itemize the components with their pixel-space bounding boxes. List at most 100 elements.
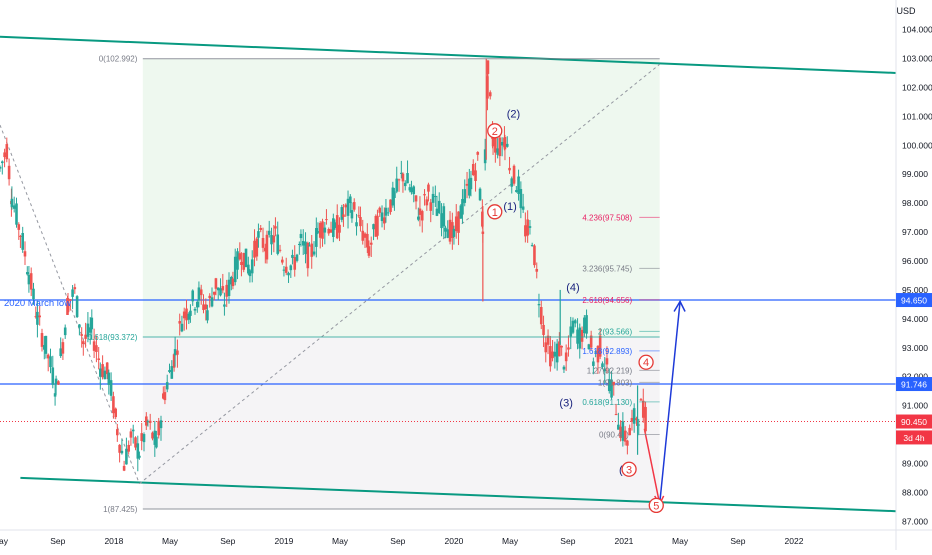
price-tag-label: 90.450	[901, 417, 927, 427]
candle-body	[560, 345, 563, 348]
candle-body	[42, 345, 46, 350]
candle-body	[214, 278, 218, 289]
candle-body	[40, 333, 44, 347]
candle-body	[73, 287, 77, 290]
candle-body	[282, 269, 286, 271]
candle-body	[376, 215, 379, 236]
candle-body	[44, 335, 48, 354]
candle-body	[605, 358, 609, 365]
candle-body	[103, 370, 107, 380]
y-tick-label: 97.000	[902, 227, 928, 237]
y-tick-label: 87.000	[902, 516, 928, 526]
x-tick-label: Sep	[730, 536, 745, 546]
fib-label: 0.618(91.130)	[582, 398, 632, 407]
candle-body	[244, 248, 248, 268]
candle-body	[583, 317, 586, 334]
candle-body	[230, 276, 233, 285]
candle-body	[264, 247, 267, 252]
candle-body	[146, 421, 150, 423]
candle-body	[109, 380, 113, 396]
wave-label: 4	[643, 357, 649, 369]
candle-body	[301, 240, 305, 246]
wave-circle	[621, 461, 637, 477]
candle-body	[542, 324, 545, 335]
candle-body	[393, 191, 396, 198]
candle-body	[59, 348, 62, 357]
candle-body	[498, 137, 502, 157]
candle-body	[488, 92, 492, 97]
candle-body	[3, 152, 6, 158]
x-tick-label: May	[332, 536, 349, 546]
currency-label: USD	[896, 6, 916, 16]
candle-body	[423, 194, 426, 196]
x-tick-label: May	[672, 536, 689, 546]
candle-body	[630, 417, 634, 422]
y-tick-label: 92.000	[902, 372, 928, 382]
candle-body	[628, 427, 631, 436]
candle-body	[431, 193, 435, 203]
wave-label: (1)	[503, 201, 516, 213]
candle-body	[204, 304, 208, 310]
candle-body	[299, 233, 303, 239]
candle-body	[446, 229, 450, 238]
candle-body	[553, 351, 557, 357]
candle-body	[340, 207, 344, 220]
candle-body	[25, 272, 29, 275]
price-tag-bg	[896, 414, 932, 429]
candle-body	[187, 313, 191, 320]
candle-body	[21, 232, 24, 250]
candle-body	[304, 241, 307, 255]
candle-body	[448, 219, 452, 242]
candle-body	[500, 141, 504, 146]
candle-body	[142, 434, 146, 443]
x-tick-label: 2018	[104, 536, 123, 546]
candle-body	[578, 327, 582, 349]
candle-body	[338, 224, 341, 233]
candle-body	[533, 245, 536, 266]
candle-body	[546, 335, 550, 345]
candle-body	[344, 204, 348, 208]
candle-body	[197, 287, 201, 301]
y-tick-label: 102.000	[902, 82, 932, 92]
candle-body	[310, 243, 314, 257]
candle-body	[637, 424, 641, 426]
candle-body	[623, 430, 627, 442]
candle-body	[5, 144, 9, 160]
y-tick-label: 91.000	[902, 401, 928, 411]
wave-label: 3	[626, 464, 632, 476]
candle-body	[417, 216, 420, 220]
x-tick-label: May	[0, 536, 9, 546]
wave-label: (4)	[566, 282, 579, 294]
candle-body	[145, 416, 148, 426]
candle-body	[185, 308, 188, 321]
candle-body	[544, 342, 548, 353]
candle-body	[125, 448, 128, 465]
candle-body	[80, 334, 83, 336]
candle-body	[389, 199, 392, 212]
candle-body	[420, 211, 424, 221]
candle-body	[114, 408, 117, 418]
candle-body	[567, 347, 570, 350]
candle-body	[342, 214, 345, 217]
x-tick-label: Sep	[390, 536, 405, 546]
candle-body	[357, 215, 361, 217]
candle-body	[442, 206, 446, 227]
candle-body	[524, 225, 527, 237]
price-tag-label: 94.650	[901, 296, 927, 306]
y-tick-label: 100.000	[902, 140, 932, 150]
candle-body	[386, 212, 390, 214]
candle-body	[101, 364, 104, 378]
wave-circle	[487, 123, 503, 139]
candle-body	[253, 240, 256, 258]
candle-body	[316, 231, 320, 233]
candle-body	[429, 202, 433, 211]
candle-body	[199, 289, 203, 296]
x-tick-label: May	[162, 536, 179, 546]
candle-body	[242, 252, 246, 270]
candle-body	[90, 317, 94, 330]
candle-body	[233, 256, 237, 283]
x-tick-label: 2020	[444, 536, 463, 546]
candle-body	[34, 316, 38, 318]
